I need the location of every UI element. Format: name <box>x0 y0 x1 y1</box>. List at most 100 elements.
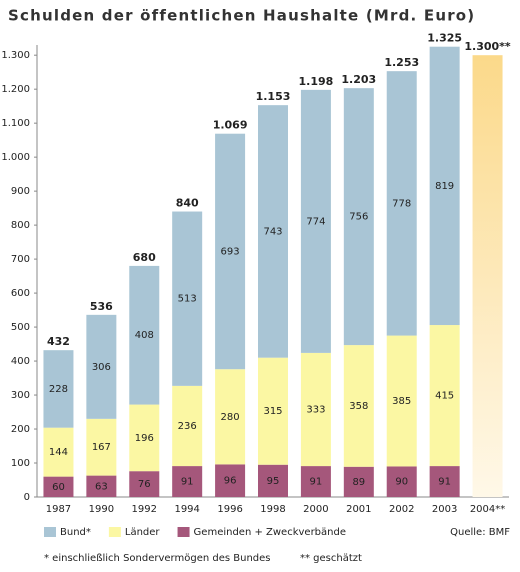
bar-segment <box>172 385 203 467</box>
y-tick-label: 300 <box>11 390 30 401</box>
y-tick-label: 700 <box>11 254 30 265</box>
value-label: 778 <box>392 198 411 209</box>
value-label: 91 <box>181 477 194 488</box>
value-label: 306 <box>92 362 111 373</box>
bar-segment <box>129 471 160 497</box>
value-label: 315 <box>263 406 282 417</box>
x-tick-label: 1987 <box>46 504 71 515</box>
bar-segment <box>172 466 203 497</box>
total-label: 1.300** <box>464 40 511 53</box>
estimate-bar <box>472 55 503 497</box>
bar-segment <box>86 314 117 419</box>
x-tick-label: 2004** <box>470 504 505 515</box>
bar-segment <box>215 133 246 370</box>
bar-segment <box>343 466 374 497</box>
y-tick-label: 1.000 <box>1 152 30 163</box>
value-label: 280 <box>221 412 240 423</box>
value-label: 144 <box>49 447 68 458</box>
bar-segment <box>86 475 117 497</box>
value-label: 819 <box>435 181 454 192</box>
value-label: 60 <box>52 482 65 493</box>
value-label: 693 <box>221 246 240 257</box>
total-label: 1.203 <box>341 73 376 86</box>
total-label: 432 <box>47 335 70 348</box>
value-label: 228 <box>49 384 68 395</box>
value-label: 756 <box>349 212 368 223</box>
footnote: * einschließlich Sondervermögen des Bund… <box>44 553 271 564</box>
total-label: 840 <box>176 197 199 210</box>
value-label: 415 <box>435 391 454 402</box>
y-tick-label: 400 <box>11 356 30 367</box>
value-label: 95 <box>267 476 280 487</box>
value-label: 63 <box>95 481 108 492</box>
y-tick-label: 1.200 <box>1 84 30 95</box>
total-label: 680 <box>133 251 156 264</box>
bar-segment <box>429 46 460 326</box>
legend-label: Bund* <box>60 527 91 538</box>
value-label: 385 <box>392 396 411 407</box>
bar-segment <box>86 418 117 476</box>
source: Quelle: BMF <box>450 527 510 538</box>
x-tick-label: 2003 <box>432 504 457 515</box>
legend-swatch <box>108 527 121 537</box>
total-label: 1.153 <box>256 90 291 103</box>
y-tick-label: 0 <box>24 492 30 503</box>
value-label: 91 <box>438 477 451 488</box>
value-label: 90 <box>395 477 408 488</box>
legend-label: Gemeinden + Zweckverbände <box>194 527 346 538</box>
legend-swatch <box>44 527 56 537</box>
x-tick-label: 2000 <box>303 504 328 515</box>
bar-segment <box>215 369 246 465</box>
bar-segment <box>386 466 417 497</box>
bar-segment <box>129 265 160 405</box>
x-tick-label: 1990 <box>89 504 114 515</box>
y-tick-label: 200 <box>11 424 30 435</box>
value-label: 333 <box>306 404 325 415</box>
bar-segment <box>300 352 331 467</box>
value-label: 196 <box>135 433 154 444</box>
bar-segment <box>258 357 288 465</box>
total-label: 1.253 <box>384 56 419 69</box>
value-label: 774 <box>306 216 325 227</box>
value-label: 76 <box>138 479 151 490</box>
total-label: 1.325 <box>427 32 462 45</box>
bar-segment <box>429 466 460 497</box>
bar-segment <box>258 464 288 497</box>
bar-segment <box>43 427 74 477</box>
x-tick-label: 2002 <box>389 504 414 515</box>
bar-segment <box>258 105 288 358</box>
x-tick-label: 1998 <box>260 504 285 515</box>
x-tick-label: 2001 <box>346 504 371 515</box>
bar-segment <box>343 345 374 467</box>
y-tick-label: 600 <box>11 288 30 299</box>
bar-segment <box>300 89 331 353</box>
value-label: 96 <box>224 476 237 487</box>
legend-swatch <box>177 527 190 537</box>
y-tick-label: 500 <box>11 322 30 333</box>
y-tick-label: 800 <box>11 220 30 231</box>
bar-segment <box>343 88 374 346</box>
y-tick-label: 1.100 <box>1 118 30 129</box>
value-label: 408 <box>135 330 154 341</box>
bar-segment <box>172 211 203 386</box>
chart-title: Schulden der öffentlichen Haushalte (Mrd… <box>8 7 475 25</box>
x-tick-label: 1996 <box>217 504 242 515</box>
legend-label: Länder <box>125 527 161 538</box>
footnote: ** geschätzt <box>300 553 362 564</box>
total-label: 536 <box>90 300 113 313</box>
bar-segment <box>215 464 246 497</box>
value-label: 91 <box>310 477 323 488</box>
y-tick-label: 900 <box>11 186 30 197</box>
y-tick-label: 1.300 <box>1 50 30 61</box>
value-label: 236 <box>178 421 197 432</box>
bar-segment <box>386 335 417 467</box>
total-label: 1.198 <box>299 75 334 88</box>
bar-segment <box>43 476 74 497</box>
bar-segment <box>129 404 160 472</box>
value-label: 513 <box>178 294 197 305</box>
total-label: 1.069 <box>213 119 248 132</box>
x-tick-label: 1992 <box>132 504 157 515</box>
value-label: 167 <box>92 442 111 453</box>
value-label: 743 <box>263 226 282 237</box>
